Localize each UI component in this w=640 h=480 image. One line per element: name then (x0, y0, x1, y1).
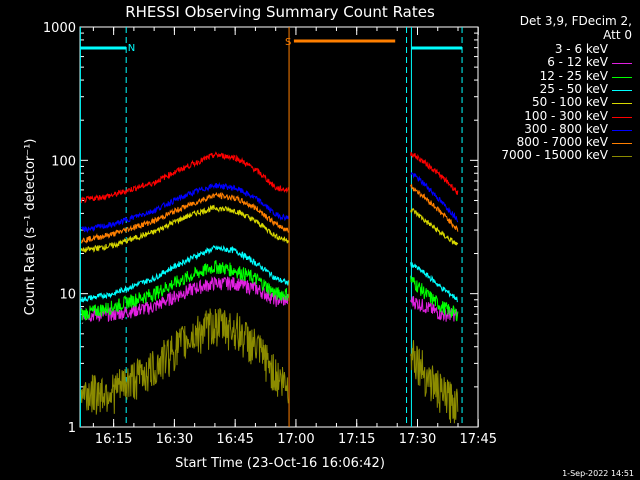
y-tick-label-3: 1000 (43, 21, 76, 36)
x-tick-label-0: 16:15 (95, 432, 132, 447)
legend-swatch-5 (612, 116, 632, 118)
annotation-n: N (128, 43, 135, 54)
y-tick-label-2: 100 (51, 154, 76, 169)
x-tick-label-1: 16:30 (156, 432, 193, 447)
timestamp: 1-Sep-2022 14:51 (562, 469, 634, 478)
legend-header-line1: Det 3,9, FDecim 2, (519, 14, 632, 28)
chart-title: RHESSI Observing Summary Count Rates (125, 3, 435, 21)
annotation-s: S (285, 37, 291, 48)
series-50-100kev-seg1 (410, 207, 459, 246)
vertical-markers (79, 27, 463, 427)
legend-label-4: 50 - 100 keV (531, 95, 608, 110)
x-axis-label: Start Time (23-Oct-16 16:06:42) (175, 456, 385, 471)
legend-swatch-0 (612, 50, 632, 51)
series-25-50kev-seg1 (410, 262, 458, 303)
series-800-7000kev-seg0 (80, 192, 289, 244)
series-6-12kev-seg0 (80, 276, 289, 323)
x-tick-label-5: 17:30 (399, 432, 436, 447)
x-tick-label-4: 17:15 (338, 432, 375, 447)
legend-label-5: 100 - 300 keV (524, 108, 608, 123)
x-tick-label-6: 17:45 (460, 432, 497, 447)
series-25-50kev-seg0 (80, 244, 289, 303)
legend-swatch-6 (612, 129, 632, 131)
series-6-12kev-seg1 (410, 296, 459, 322)
legend-header: Det 3,9, FDecim 2, Att 0 (520, 14, 632, 42)
y-tick-label-1: 10 (59, 288, 76, 303)
axis-ticks: 16:15 16:30 16:45 17:00 17:15 17:30 17:45 1 10 10… (43, 21, 497, 447)
legend-swatch-1 (612, 63, 632, 65)
legend-swatch-8 (612, 156, 632, 158)
legend-label-8: 7000 - 15000 keV (501, 148, 608, 163)
orbit-bands: NS (80, 37, 463, 54)
legend-swatch-2 (612, 76, 632, 78)
series-800-7000kev-seg1 (410, 184, 459, 232)
legend-label-6: 300 - 800 keV (524, 121, 608, 136)
legend-label-1: 6 - 12 keV (547, 55, 608, 70)
series-12-25kev-seg0 (80, 260, 289, 321)
series-300-800kev-seg0 (81, 181, 289, 234)
legend-swatch-3 (612, 89, 632, 91)
series-300-800kev-seg1 (410, 172, 459, 223)
legend-label-2: 12 - 25 keV (539, 68, 608, 83)
data-series (80, 151, 459, 424)
series-50-100kev-seg0 (80, 204, 289, 253)
series-12-25kev-seg1 (410, 275, 459, 322)
legend-swatch-4 (612, 103, 632, 105)
y-tick-label-0: 1 (68, 421, 76, 436)
x-tick-label-2: 16:45 (216, 432, 253, 447)
legend-swatch-7 (612, 143, 632, 145)
series-100-300kev-seg0 (80, 151, 289, 204)
legend-header-line2: Att 0 (603, 28, 632, 42)
series-7000-15000kev-seg1 (410, 340, 459, 424)
series-100-300kev-seg1 (410, 151, 459, 196)
legend-label-0: 3 - 6 keV (554, 42, 608, 56)
y-axis-label: Count Rate (s⁻¹ detector⁻¹) (23, 139, 38, 316)
x-tick-label-3: 17:00 (277, 432, 314, 447)
series-7000-15000kev-seg0 (80, 308, 289, 415)
legend-label-3: 25 - 50 keV (539, 81, 608, 96)
legend-label-7: 800 - 7000 keV (516, 135, 608, 150)
